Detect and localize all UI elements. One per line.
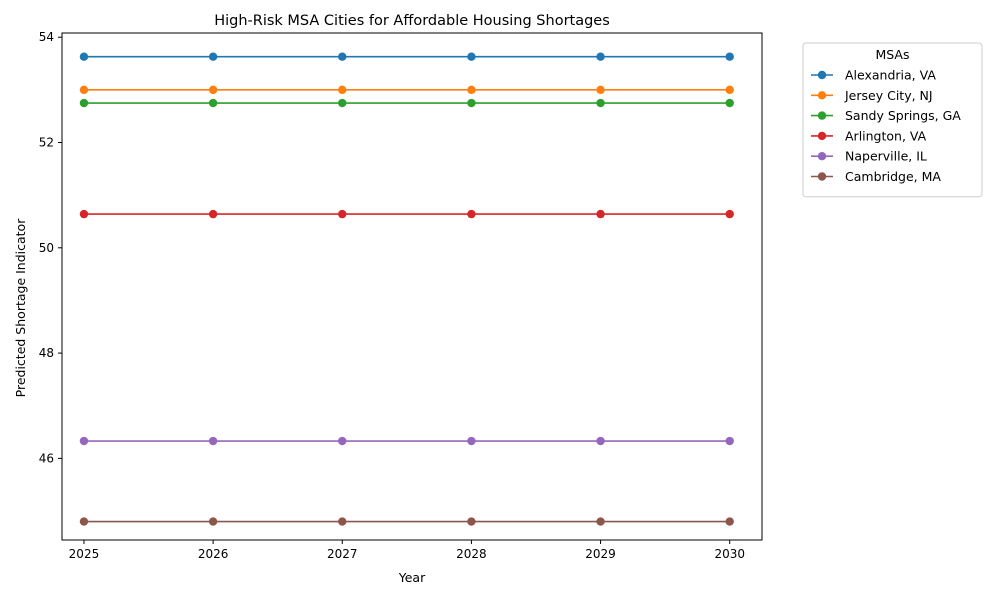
legend-entry-2: Sandy Springs, GA [845, 108, 961, 123]
data-point-0-1 [208, 52, 218, 61]
legend-marker-3 [817, 131, 827, 141]
axes-frame [61, 32, 763, 541]
data-point-1-1 [208, 85, 218, 95]
data-point-1-3 [467, 85, 476, 95]
x-tick-label-2: 2027 [327, 547, 358, 561]
data-point-1-0 [79, 85, 89, 95]
data-point-3-3 [467, 209, 476, 219]
x-tick-label-5: 2030 [714, 547, 745, 561]
data-point-2-2 [338, 98, 347, 108]
legend-title: MSAs [875, 47, 909, 62]
data-point-0-2 [338, 52, 347, 61]
y-tick-label-1: 48 [39, 346, 54, 360]
x-tick-label-4: 2029 [585, 547, 616, 561]
data-point-5-1 [208, 517, 218, 526]
data-point-0-5 [725, 52, 734, 61]
legend-box [802, 42, 983, 198]
data-point-0-4 [596, 52, 605, 61]
legend-marker-4 [817, 152, 827, 161]
legend-entry-3: Arlington, VA [845, 128, 927, 143]
data-point-3-5 [725, 209, 734, 219]
data-point-4-0 [79, 436, 89, 446]
data-point-5-3 [467, 517, 476, 526]
x-axis-label: Year [398, 570, 426, 585]
data-point-4-1 [208, 436, 218, 446]
legend-entry-5: Cambridge, MA [845, 169, 941, 184]
legend-entry-0: Alexandria, VA [845, 68, 936, 83]
y-axis-label: Predicted Shortage Indicator [13, 218, 28, 398]
y-tick-label-0: 46 [39, 451, 54, 465]
data-point-2-5 [725, 98, 734, 108]
legend-entry-4: Naperville, IL [845, 149, 927, 164]
data-point-2-3 [467, 98, 476, 108]
x-tick-label-0: 2025 [69, 547, 100, 561]
legend-marker-0 [817, 70, 827, 80]
legend-entry-1: Jersey City, NJ [844, 88, 933, 103]
data-point-2-4 [596, 98, 605, 108]
data-point-3-0 [79, 209, 89, 219]
legend-marker-1 [817, 91, 827, 100]
x-tick-label-1: 2026 [198, 547, 229, 561]
data-point-1-2 [338, 85, 347, 95]
plot-area: 2025 2026 2027 2028 2029 2030 46 48 50 52 54 [39, 30, 763, 561]
data-point-4-5 [725, 436, 734, 446]
data-point-2-1 [208, 98, 218, 108]
chart-title: High-Risk MSA Cities for Affordable Hous… [214, 13, 610, 29]
data-point-2-0 [79, 98, 89, 108]
data-point-3-1 [208, 209, 218, 219]
legend: MSAs Alexandria, VA Jersey City, NJ Sandy S… [802, 42, 983, 198]
data-point-5-2 [338, 517, 347, 526]
data-point-5-5 [725, 517, 734, 526]
data-point-4-2 [338, 436, 347, 446]
data-point-4-4 [596, 436, 605, 446]
y-tick-label-3: 52 [39, 136, 54, 150]
data-point-0-3 [467, 52, 476, 61]
legend-marker-2 [817, 111, 827, 120]
data-point-3-4 [596, 209, 605, 219]
data-point-1-5 [725, 85, 734, 95]
y-tick-label-2: 50 [39, 241, 54, 255]
legend-marker-5 [817, 172, 827, 181]
data-point-5-4 [596, 517, 605, 526]
data-point-1-4 [596, 85, 605, 95]
data-point-5-0 [79, 517, 89, 526]
y-tick-label-4: 54 [39, 30, 54, 44]
x-tick-label-3: 2028 [456, 547, 487, 561]
data-point-0-0 [79, 52, 89, 61]
data-point-3-2 [338, 209, 347, 219]
data-point-4-3 [467, 436, 476, 446]
